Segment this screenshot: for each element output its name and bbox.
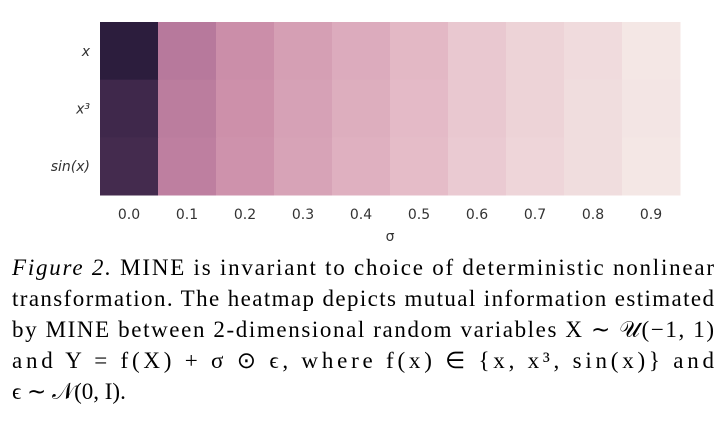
y-tick-label: x (81, 44, 91, 60)
x-tick-label: 0.3 (292, 207, 314, 223)
x-tick-label: 0.6 (466, 207, 488, 223)
heatmap-cell (216, 137, 275, 196)
caption-line: and Y = f(X) + σ ⊙ ϵ, where f(x) ∈ {x, x… (12, 348, 714, 373)
heatmap: x x³ sin(x) 0.0 0.1 0.2 0.3 0.4 0.5 0.6 0.7 0.8 0.9 (51, 22, 681, 223)
heatmap-cell (332, 79, 391, 138)
caption-line: by MINE between 2-dimensional random var… (12, 317, 714, 342)
x-tick-label: 0.7 (524, 207, 546, 223)
caption-text: and Y = f(X) + σ ⊙ ϵ, where f(x) ∈ {x, x… (12, 348, 714, 373)
x-tick-label: 0.9 (640, 207, 662, 223)
heatmap-cell (216, 22, 275, 81)
x-tick-label: 0.8 (582, 207, 604, 223)
y-tick-label: sin(x) (51, 159, 90, 175)
heatmap-cell (564, 22, 623, 81)
caption-line: transformation. The heatmap depicts mutu… (12, 286, 715, 311)
heatmap-cell (448, 137, 507, 196)
heatmap-cell (274, 22, 333, 81)
caption-text: transformation. The heatmap depicts mutu… (12, 286, 715, 311)
heatmap-cell (100, 79, 159, 138)
x-tick-label: 0.0 (118, 207, 140, 223)
x-tick-label: 0.2 (234, 207, 256, 223)
x-tick-label: 0.5 (408, 207, 430, 223)
heatmap-cell (506, 137, 565, 196)
heatmap-cell (506, 79, 565, 138)
heatmap-cell (448, 79, 507, 138)
heatmap-cell (332, 22, 391, 81)
heatmap-cell (564, 137, 623, 196)
x-axis-label: σ (386, 229, 395, 245)
caption: Figure 2. MINE is invariant to choice of… (11, 255, 715, 404)
heatmap-cell (158, 22, 217, 81)
heatmap-cell (332, 137, 391, 196)
heatmap-cell (390, 137, 449, 196)
heatmap-cell (622, 137, 681, 196)
heatmap-cell (448, 22, 507, 81)
x-tick-label: 0.4 (350, 207, 372, 223)
x-tick-label: 0.1 (176, 207, 198, 223)
heatmap-cell (274, 137, 333, 196)
heatmap-cell (158, 79, 217, 138)
heatmap-cell (216, 79, 275, 138)
heatmap-cell (506, 22, 565, 81)
heatmap-cell (390, 79, 449, 138)
caption-text: MINE is invariant to choice of determini… (113, 255, 715, 280)
heatmap-cell (564, 79, 623, 138)
caption-text: ϵ ∼ 𝒩(0, I). (12, 379, 126, 404)
heatmap-cell (390, 22, 449, 81)
caption-line: Figure 2. MINE is invariant to choice of… (11, 255, 714, 280)
heatmap-cell (100, 22, 159, 81)
heatmap-cell (622, 79, 681, 138)
heatmap-cell (158, 137, 217, 196)
heatmap-cell (100, 137, 159, 196)
y-tick-label: x³ (75, 102, 90, 118)
caption-line: ϵ ∼ 𝒩(0, I). (12, 379, 126, 404)
heatmap-cell (622, 22, 681, 81)
caption-label: Figure 2. (11, 255, 111, 280)
heatmap-cell (274, 79, 333, 138)
caption-text: by MINE between 2-dimensional random var… (12, 317, 714, 342)
